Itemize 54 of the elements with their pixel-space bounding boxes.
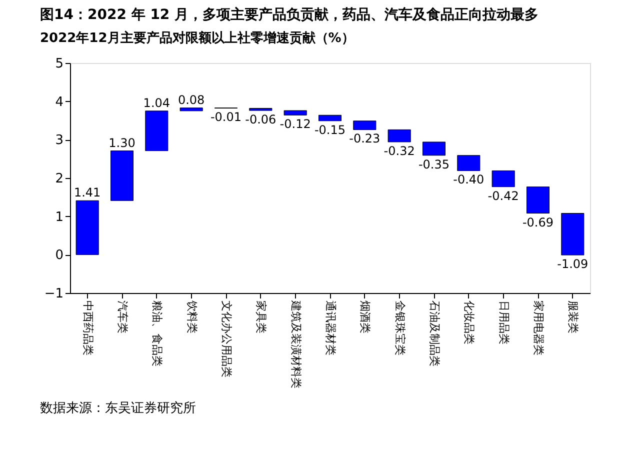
bar [76, 200, 99, 255]
x-tick-label: 中西药品类 [81, 300, 94, 356]
chart-title: 图14：2022 年 12 月，多项主要产品负贡献，药品、汽车及食品正向拉动最多 [40, 6, 539, 23]
data-label: -0.32 [384, 144, 415, 158]
y-tick-label: 4 [55, 94, 64, 110]
x-tick-label: 化妆品类 [462, 300, 476, 344]
x-tick-label: 家具类 [254, 300, 268, 334]
x-tick-label: 粮油、食品类 [150, 300, 164, 366]
x-tick-label: 建筑及装潢材料类 [289, 300, 302, 388]
y-tick-label: 3 [55, 133, 64, 148]
y-tick-label: 1 [55, 210, 64, 225]
data-label: 1.41 [74, 186, 101, 200]
data-label: -0.42 [488, 188, 519, 203]
x-tick-label: 汽车类 [116, 300, 129, 334]
bar [110, 150, 134, 201]
bar [526, 186, 550, 214]
bar [145, 110, 168, 152]
y-tick-label: 0 [55, 248, 64, 264]
bar [457, 155, 480, 171]
bar [284, 110, 307, 116]
data-label: -0.01 [210, 110, 242, 124]
bar [422, 142, 446, 156]
bar [388, 129, 411, 142]
data-label: -0.15 [314, 122, 346, 137]
data-label: 1.30 [108, 136, 136, 150]
x-tick-label: 金银珠宝类 [393, 300, 406, 356]
x-tick-label: 文化办公用品类 [220, 300, 233, 378]
x-tick-label: 家用电器类 [532, 300, 545, 356]
data-label: -0.35 [418, 157, 450, 172]
x-tick-label: 服装类 [566, 300, 580, 334]
bar [561, 213, 584, 256]
bar [180, 108, 203, 112]
data-label: -0.40 [453, 172, 484, 187]
chart-subtitle: 2022年12月主要产品对限额以上社零增速贡献（%） [40, 30, 354, 46]
x-tick-label: 通讯器材类 [324, 300, 337, 356]
x-tick-label: 饮料类 [185, 300, 198, 334]
data-label: 1.04 [143, 96, 170, 110]
bar [353, 120, 376, 130]
bar [318, 114, 342, 122]
data-label: -0.23 [349, 132, 380, 146]
bar [492, 170, 515, 188]
x-tick-label: 日用品类 [497, 300, 510, 344]
x-tick-label: 烟酒类 [358, 300, 372, 334]
data-label: -0.06 [245, 112, 276, 127]
data-label: 0.08 [178, 92, 205, 107]
source-note: 数据来源：东吴证券研究所 [40, 401, 196, 416]
bar [249, 108, 272, 111]
data-label: -1.09 [557, 257, 588, 272]
data-label: -0.69 [522, 215, 554, 230]
x-tick-label: 石油及制品类 [428, 300, 441, 366]
data-label: -0.12 [280, 117, 311, 132]
y-tick-label: −1 [44, 286, 64, 302]
y-tick-label: 5 [55, 56, 64, 72]
y-tick-label: 2 [55, 172, 64, 186]
